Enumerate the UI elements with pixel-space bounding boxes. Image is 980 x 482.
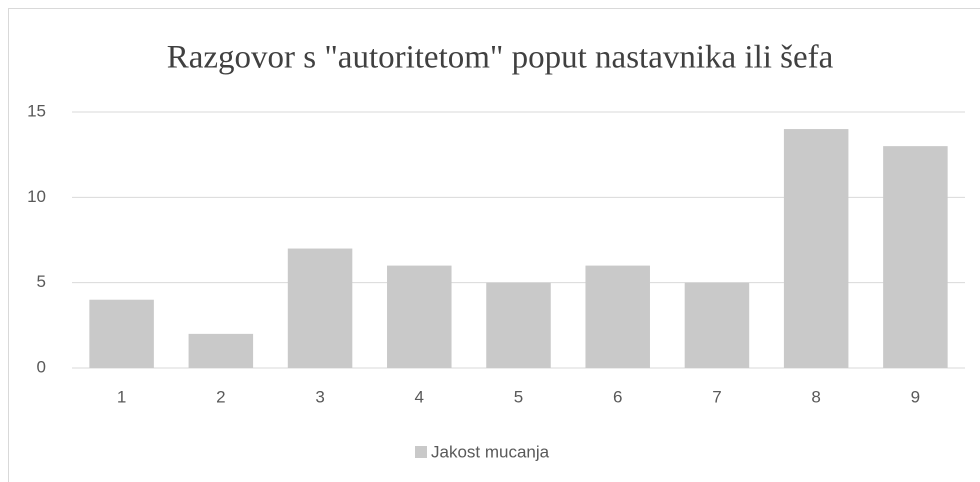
bar xyxy=(486,282,551,368)
x-tick-label: 3 xyxy=(315,387,324,406)
bar xyxy=(883,146,948,368)
bar xyxy=(188,333,254,368)
x-tick-label: 8 xyxy=(811,387,820,406)
x-tick-label: 5 xyxy=(514,387,523,406)
y-tick-label: 15 xyxy=(27,101,46,120)
x-tick-label: 4 xyxy=(415,387,424,406)
bar xyxy=(783,129,849,368)
bar xyxy=(89,299,154,368)
y-tick-label: 5 xyxy=(37,272,46,291)
bar xyxy=(387,265,452,368)
chart-title: Razgovor s "autoritetom" poput nastavnik… xyxy=(167,40,834,76)
y-tick-label: 10 xyxy=(27,187,46,206)
bar xyxy=(585,265,650,368)
x-tick-label: 2 xyxy=(216,387,225,406)
legend-text: Jakost mucanja xyxy=(431,442,550,461)
legend-swatch xyxy=(415,446,427,458)
x-tick-label: 9 xyxy=(911,387,920,406)
bar xyxy=(287,248,353,368)
x-tick-label: 6 xyxy=(613,387,622,406)
x-tick-label: 1 xyxy=(117,387,126,406)
y-tick-label: 0 xyxy=(37,357,46,376)
bar xyxy=(684,282,750,368)
x-tick-label: 7 xyxy=(712,387,721,406)
